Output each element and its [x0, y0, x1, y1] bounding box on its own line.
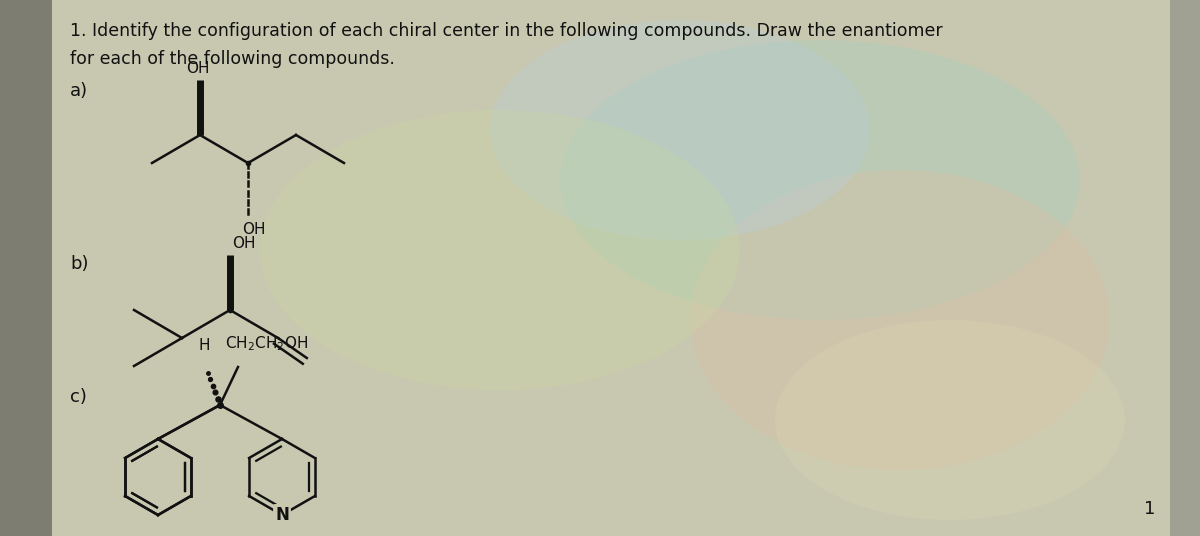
Text: OH: OH [232, 236, 256, 251]
Ellipse shape [490, 20, 870, 240]
Text: OH: OH [242, 222, 265, 237]
Ellipse shape [260, 110, 740, 390]
Text: CH$_2$CH$_2$OH: CH$_2$CH$_2$OH [226, 334, 308, 353]
Text: a): a) [70, 82, 88, 100]
Text: H: H [198, 338, 210, 353]
Bar [0, 0, 52, 536]
Bar [1170, 0, 1200, 536]
Text: 1. Identify the configuration of each chiral center in the following compounds. : 1. Identify the configuration of each ch… [70, 22, 943, 40]
Ellipse shape [775, 320, 1126, 520]
Text: OH: OH [186, 61, 210, 76]
Ellipse shape [560, 40, 1080, 320]
Text: N: N [275, 506, 289, 524]
Text: b): b) [70, 255, 89, 273]
Text: c): c) [70, 388, 86, 406]
Ellipse shape [690, 170, 1110, 470]
Text: for each of the following compounds.: for each of the following compounds. [70, 50, 395, 68]
Text: 1: 1 [1144, 500, 1154, 518]
